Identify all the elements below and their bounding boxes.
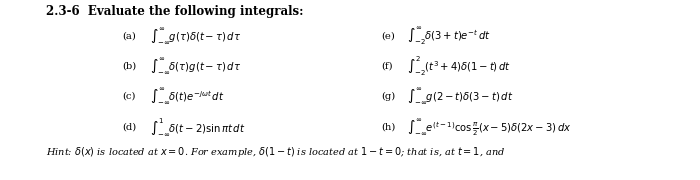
Text: $\int_{-\infty}^{\infty} \delta(\tau)g(t-\tau)\,d\tau$: $\int_{-\infty}^{\infty} \delta(\tau)g(t… — [150, 56, 242, 76]
Text: $\int_{-2}^{2}(t^3+4)\delta(1-t)\,dt$: $\int_{-2}^{2}(t^3+4)\delta(1-t)\,dt$ — [407, 54, 512, 78]
Text: $\int_{-2}^{\infty} \delta(3+t)e^{-t}\,dt$: $\int_{-2}^{\infty} \delta(3+t)e^{-t}\,d… — [407, 25, 491, 47]
Text: $\int_{-\infty}^{1} \delta(t-2)\sin\pi t\,dt$: $\int_{-\infty}^{1} \delta(t-2)\sin\pi t… — [150, 116, 246, 138]
Text: $\int_{-\infty}^{\infty} e^{(t-1)}\cos\frac{\pi}{2}(x-5)\delta(2x-3)\,dx$: $\int_{-\infty}^{\infty} e^{(t-1)}\cos\f… — [407, 117, 572, 137]
Text: (a): (a) — [122, 31, 136, 40]
Text: (f): (f) — [382, 61, 393, 70]
Text: (b): (b) — [122, 61, 136, 70]
Text: (h): (h) — [382, 122, 396, 131]
Text: (e): (e) — [382, 31, 395, 40]
Text: Hint: $\delta(x)$ is located at $x = 0$. For example, $\delta(1-t)$ is located a: Hint: $\delta(x)$ is located at $x = 0$.… — [46, 145, 505, 159]
Text: (c): (c) — [122, 92, 136, 101]
Text: so on.: so on. — [46, 178, 75, 180]
Text: 2.3-6  Evaluate the following integrals:: 2.3-6 Evaluate the following integrals: — [46, 5, 303, 18]
Text: $\int_{-\infty}^{\infty} g(\tau)\delta(t-\tau)\,d\tau$: $\int_{-\infty}^{\infty} g(\tau)\delta(t… — [150, 26, 242, 46]
Text: (d): (d) — [122, 122, 136, 131]
Text: $\int_{-\infty}^{\infty} \delta(t)e^{-j\omega t}\,dt$: $\int_{-\infty}^{\infty} \delta(t)e^{-j\… — [150, 86, 225, 106]
Text: $\int_{-\infty}^{\infty} g(2-t)\delta(3-t)\,dt$: $\int_{-\infty}^{\infty} g(2-t)\delta(3-… — [407, 86, 514, 106]
Text: (g): (g) — [382, 92, 395, 101]
